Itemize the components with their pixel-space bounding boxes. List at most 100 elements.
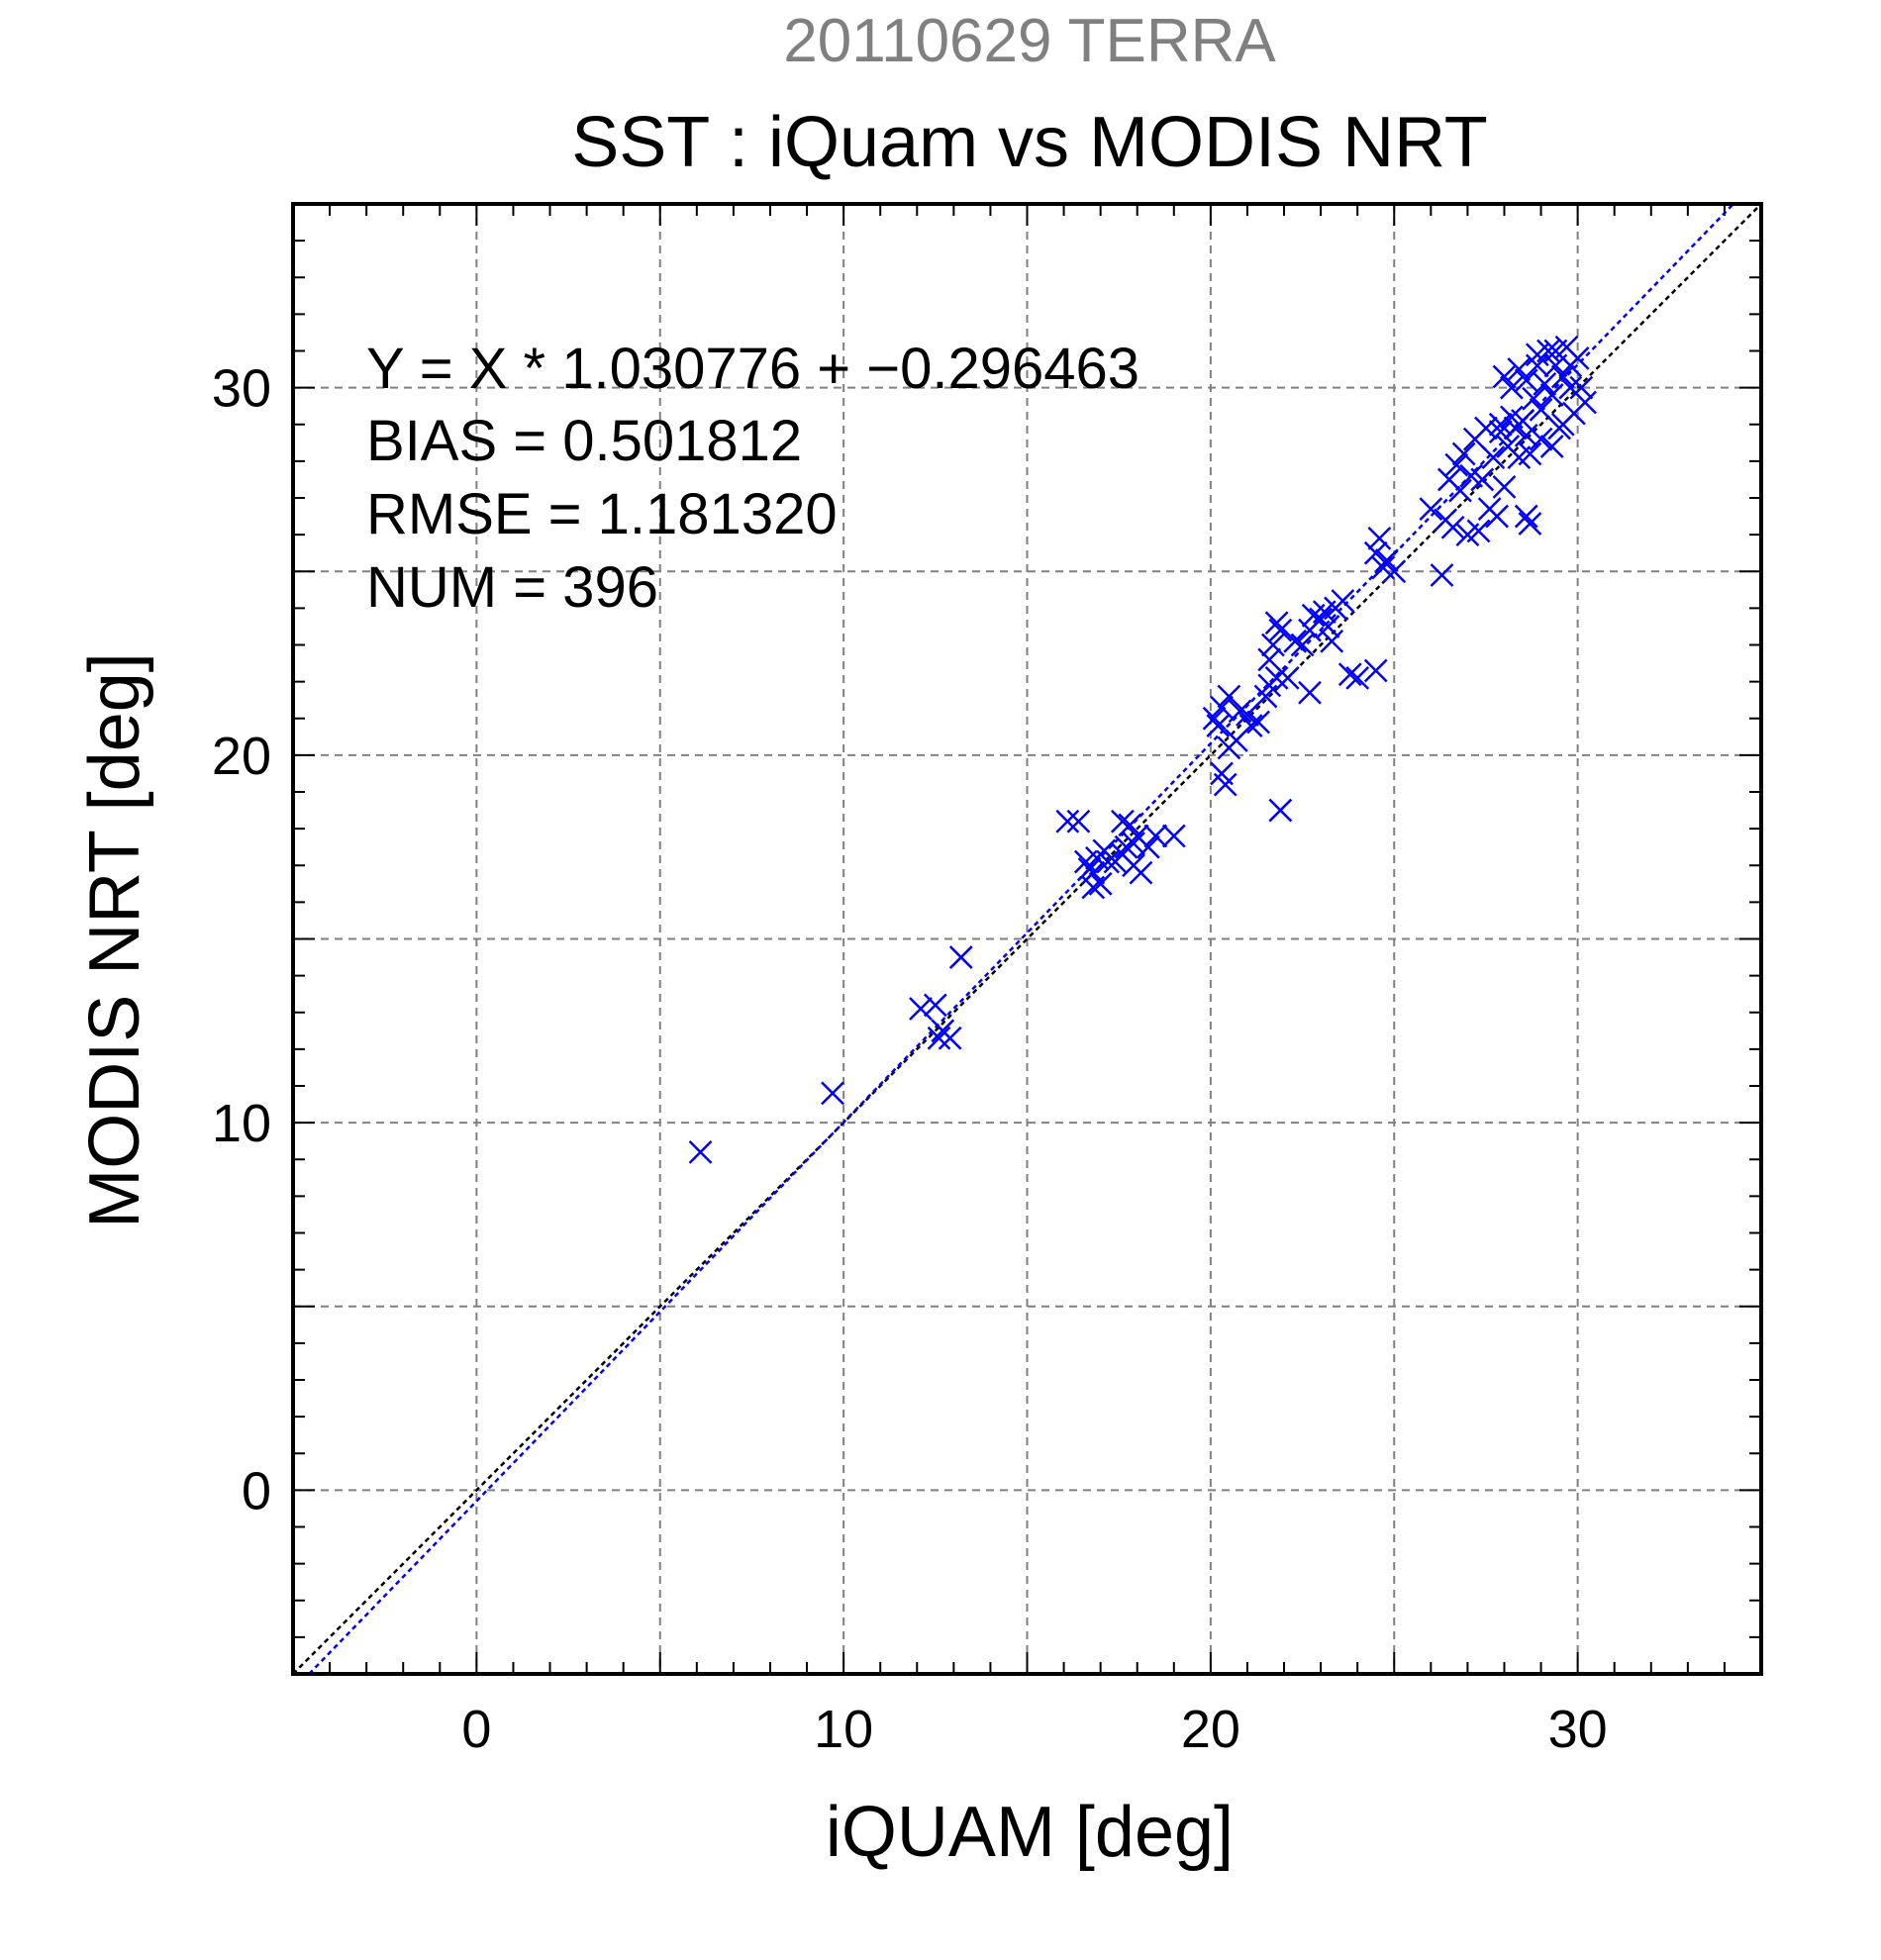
data-point-stroke: [1448, 478, 1472, 503]
data-point: [923, 993, 947, 1018]
data-point-stroke: [1264, 611, 1289, 636]
data-point: [1522, 386, 1546, 411]
data-point-stroke: [1419, 497, 1443, 522]
data-point: [1238, 714, 1263, 738]
chart-title: SST : iQuam vs MODIS NRT: [571, 103, 1488, 182]
data-point: [1092, 838, 1117, 863]
data-point-stroke: [1066, 809, 1091, 833]
data-point: [1492, 364, 1517, 389]
data-point-stroke: [1529, 427, 1553, 451]
data-point-stroke: [1122, 832, 1145, 855]
data-point-stroke: [1217, 684, 1241, 709]
data-point-stroke: [1345, 666, 1370, 690]
data-point-stroke: [1363, 540, 1388, 565]
data-point-stroke: [1275, 666, 1300, 690]
data-point: [1283, 629, 1308, 653]
x-tick-label: 10: [814, 1700, 873, 1759]
data-point-stroke: [1320, 629, 1344, 653]
data-point: [1440, 515, 1465, 539]
data-point-stroke: [1092, 838, 1117, 863]
data-point-stroke: [1539, 435, 1564, 458]
plot-frame: [291, 202, 1763, 1676]
y-tick-label: 0: [242, 1461, 271, 1520]
stats-box: Y = X * 1.030776 + −0.296463 BIAS = 0.50…: [366, 337, 1139, 620]
data-point-stroke: [1507, 445, 1532, 470]
data-point: [1264, 611, 1289, 636]
data-point-stroke: [1496, 435, 1521, 458]
data-point: [1122, 832, 1145, 855]
data-point-stroke: [1470, 467, 1495, 492]
data-point: [1331, 589, 1355, 613]
data-point: [1213, 772, 1238, 797]
data-point: [1525, 353, 1549, 378]
data-points: [688, 335, 1597, 1164]
data-point-stroke: [1290, 633, 1315, 657]
data-point-stroke: [1246, 710, 1270, 735]
data-point: [1539, 383, 1564, 407]
data-point-stroke: [1569, 375, 1594, 400]
data-point: [1257, 647, 1282, 672]
data-point: [821, 1081, 844, 1106]
data-point-stroke: [1459, 463, 1483, 488]
data-point-stroke: [1558, 375, 1583, 400]
data-point: [1337, 662, 1362, 687]
data-point: [1488, 420, 1513, 444]
data-point: [1345, 666, 1370, 690]
data-point: [1550, 364, 1575, 389]
data-point-stroke: [1096, 849, 1120, 874]
data-point-stroke: [1474, 416, 1498, 441]
data-point-stroke: [1257, 647, 1282, 672]
data-point: [1290, 633, 1315, 657]
data-point-stroke: [1514, 368, 1538, 393]
data-point: [1268, 618, 1293, 642]
data-point-stroke: [1088, 871, 1113, 896]
data-point-stroke: [948, 945, 973, 969]
data-point-stroke: [1511, 409, 1534, 433]
data-point: [1206, 714, 1231, 738]
data-point-stroke: [1213, 772, 1238, 797]
data-point-stroke: [1337, 662, 1362, 687]
data-point: [1529, 427, 1553, 451]
data-point: [1374, 548, 1399, 572]
data-point-stroke: [1481, 445, 1506, 470]
data-point-stroke: [1228, 699, 1252, 724]
data-point-stroke: [1451, 441, 1476, 466]
data-point: [1481, 445, 1506, 470]
y-axis-label: MODIS NRT [deg]: [75, 652, 154, 1228]
data-point: [1055, 809, 1080, 833]
data-point: [1264, 666, 1289, 690]
x-tick-label: 0: [461, 1700, 491, 1759]
data-point-stroke: [1507, 357, 1532, 381]
data-point: [1320, 629, 1344, 653]
data-point-stroke: [1143, 824, 1168, 848]
data-point: [1514, 504, 1538, 529]
data-point-stroke: [1136, 834, 1160, 859]
data-point: [1444, 452, 1469, 477]
data-point: [1275, 666, 1300, 690]
data-point: [1367, 526, 1392, 550]
x-tick-label: 20: [1181, 1700, 1240, 1759]
data-point-stroke: [1283, 629, 1308, 653]
data-point-stroke: [1466, 519, 1491, 543]
data-point-stroke: [1125, 824, 1149, 848]
data-point-stroke: [1573, 390, 1597, 415]
data-point-stroke: [1500, 405, 1524, 430]
data-point-stroke: [927, 1026, 951, 1050]
y-tick-label: 20: [212, 727, 271, 786]
data-point-stroke: [1363, 658, 1388, 683]
data-point-stroke: [1077, 857, 1102, 881]
data-point: [1511, 409, 1534, 433]
data-point: [1122, 853, 1145, 878]
data-point: [1474, 416, 1498, 441]
data-point-stroke: [1210, 761, 1234, 786]
y-tick-labels: 0 10 20 30: [212, 359, 271, 1521]
data-point-stroke: [1444, 452, 1469, 477]
data-point: [1268, 798, 1293, 823]
data-point: [1466, 519, 1491, 543]
data-point: [1485, 504, 1509, 529]
data-point-stroke: [1558, 353, 1583, 378]
data-point: [1430, 563, 1454, 587]
data-point-stroke: [909, 997, 933, 1021]
data-point-stroke: [1533, 372, 1557, 396]
data-point-stroke: [1210, 695, 1234, 720]
